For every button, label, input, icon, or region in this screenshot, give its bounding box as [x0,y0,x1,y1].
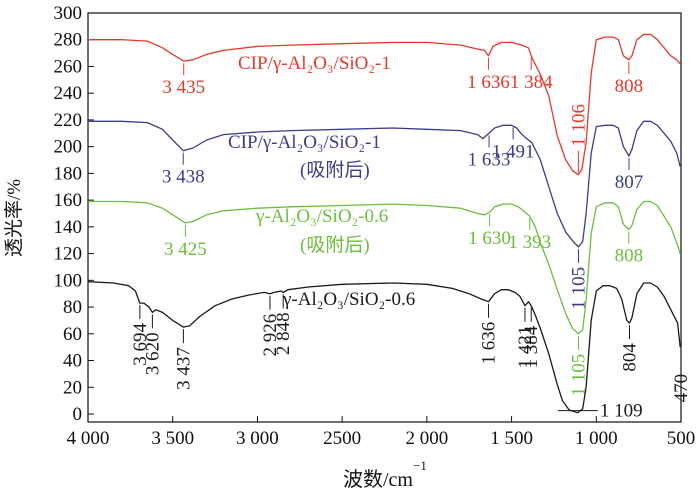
peak-label: 1 105 [568,335,589,397]
peak-label-text: 804 [619,343,640,372]
peak-label-text: 1 384 [521,325,542,368]
x-axis-label: 波数/cm [343,468,413,491]
peak-label: 807 [615,158,644,193]
peak-label-text: 3 694 [130,323,151,366]
series-lines [87,33,681,414]
peak-label: 470 [671,355,692,403]
y-tick-label: 60 [63,324,82,345]
y-axis: 0 20 40 60 80 100 120 140 160 180 200 220 240 260 280 3… [54,3,94,425]
y-tick-label: 100 [54,270,83,291]
series-label-green: γ-Al₂O₃/SiO₂-0.6 [255,206,388,227]
peak-label: 1 636 [467,57,510,93]
peak-label-text: 1 393 [508,232,551,253]
peak-label-text: 3 435 [162,77,205,98]
y-tick-label: 180 [54,163,83,184]
y-tick-label: 140 [54,217,83,238]
series-label-blue: CIP/γ-Al₂O₃/SiO₂-1 [228,132,381,153]
peak-label-text: 1 630 [468,228,511,249]
peak-label-text: 1 105 [568,354,589,397]
peak-label-text: 3 437 [173,347,194,390]
series-line-2 [88,200,681,335]
peak-label: 1 384 [521,307,542,368]
peak-label-text: 3 620 [142,332,163,375]
series-label-1: CIP/γ-Al₂O₃/SiO₂-1 (吸附后) [228,132,381,181]
series-label-3: γ-Al₂O₃/SiO₂-0.6 [282,289,415,310]
peak-label: 3 425 [164,224,207,260]
peak-label: 1 421 [515,307,536,369]
peak-label-text: 1 633 [468,149,511,170]
x-axis-label-superscript: −1 [413,458,427,473]
peak-label: 1 393 [508,218,551,253]
peak-label: 1 105 [568,248,589,310]
x-tick-label: 2 000 [405,428,448,449]
series-label-black: γ-Al₂O₃/SiO₂-0.6 [282,289,415,310]
peak-label: 1 106 [568,104,589,173]
x-axis: 4 000 3 500 3 000 2500 2 000 1 500 1 000 500 [67,416,696,449]
peak-label: 2 848 [273,294,294,355]
x-tick-label: 4 000 [67,428,110,449]
peak-label: 808 [615,61,644,97]
peak-label-text: 808 [615,76,644,97]
series-line-0 [88,33,681,176]
peak-label-text: 1 636 [479,322,500,365]
y-tick-label: 120 [54,244,83,265]
plot-frame [87,12,682,423]
peak-label: 1 384 [510,57,553,93]
x-tick-label: 3 500 [151,428,194,449]
series-label-green-note: (吸附后) [300,234,370,256]
peak-label-text: 807 [615,172,644,193]
peak-label-text: 470 [671,374,692,403]
peak-label-text: 1 109 [600,401,643,422]
y-tick-label: 260 [54,56,83,77]
peak-label: 2 926 [260,295,281,357]
peak-label-text: 808 [615,246,644,267]
peak-label: 3 620 [142,314,163,375]
x-tick-label: 2500 [323,428,361,449]
peak-label-text: 3 425 [164,239,207,260]
peak-label: 1 109 [557,401,643,422]
series-line-1 [88,120,681,248]
peak-label: 3 437 [173,329,194,390]
peak-label-text: 1 384 [510,72,553,93]
peak-label-text: 2 926 [260,314,281,357]
y-tick-label: 40 [63,351,82,372]
peak-label-text: 2 848 [273,312,294,355]
y-tick-label: 200 [54,137,83,158]
series-label-2: γ-Al₂O₃/SiO₂-0.6 (吸附后) [255,206,388,256]
x-tick-label: 1 000 [575,428,618,449]
peak-label-text: 1 491 [492,141,535,162]
peak-label: 1 633 [468,135,511,170]
y-tick-label: 220 [54,110,83,131]
peak-label: 808 [615,231,644,267]
series-label-0: CIP/γ-Al₂O₃/SiO₂-1 [238,53,391,74]
x-tick-label: 500 [667,428,696,449]
peak-label: 3 694 [130,305,151,366]
peak-label-text: 1 636 [467,72,510,93]
y-tick-label: 20 [63,377,82,398]
series-label-blue-note: (吸附后) [300,159,370,181]
series-label-red: CIP/γ-Al₂O₃/SiO₂-1 [238,53,391,74]
y-tick-label: 0 [73,404,83,425]
peak-label: 804 [619,325,640,372]
y-axis-label: 透光率/% [3,179,25,257]
y-tick-label: 80 [63,297,82,318]
peak-label: 1 636 [479,303,500,365]
y-tick-label: 240 [54,83,83,104]
y-tick-label: 280 [54,30,83,51]
series-line-3 [87,281,681,414]
peak-label-text: 1 106 [568,104,589,147]
peak-label-text: 1 421 [515,326,536,369]
y-tick-label: 160 [54,190,83,211]
x-tick-label: 3 000 [236,428,279,449]
peak-label: 1 491 [492,127,535,162]
x-tick-label: 1 500 [490,428,533,449]
peak-label-text: 3 438 [162,167,205,188]
peak-label-text: 1 105 [568,267,589,310]
peak-label: 3 438 [162,152,205,188]
peak-label: 3 435 [162,63,205,98]
peak-label: 1 630 [468,214,511,249]
y-tick-label: 300 [54,3,83,24]
